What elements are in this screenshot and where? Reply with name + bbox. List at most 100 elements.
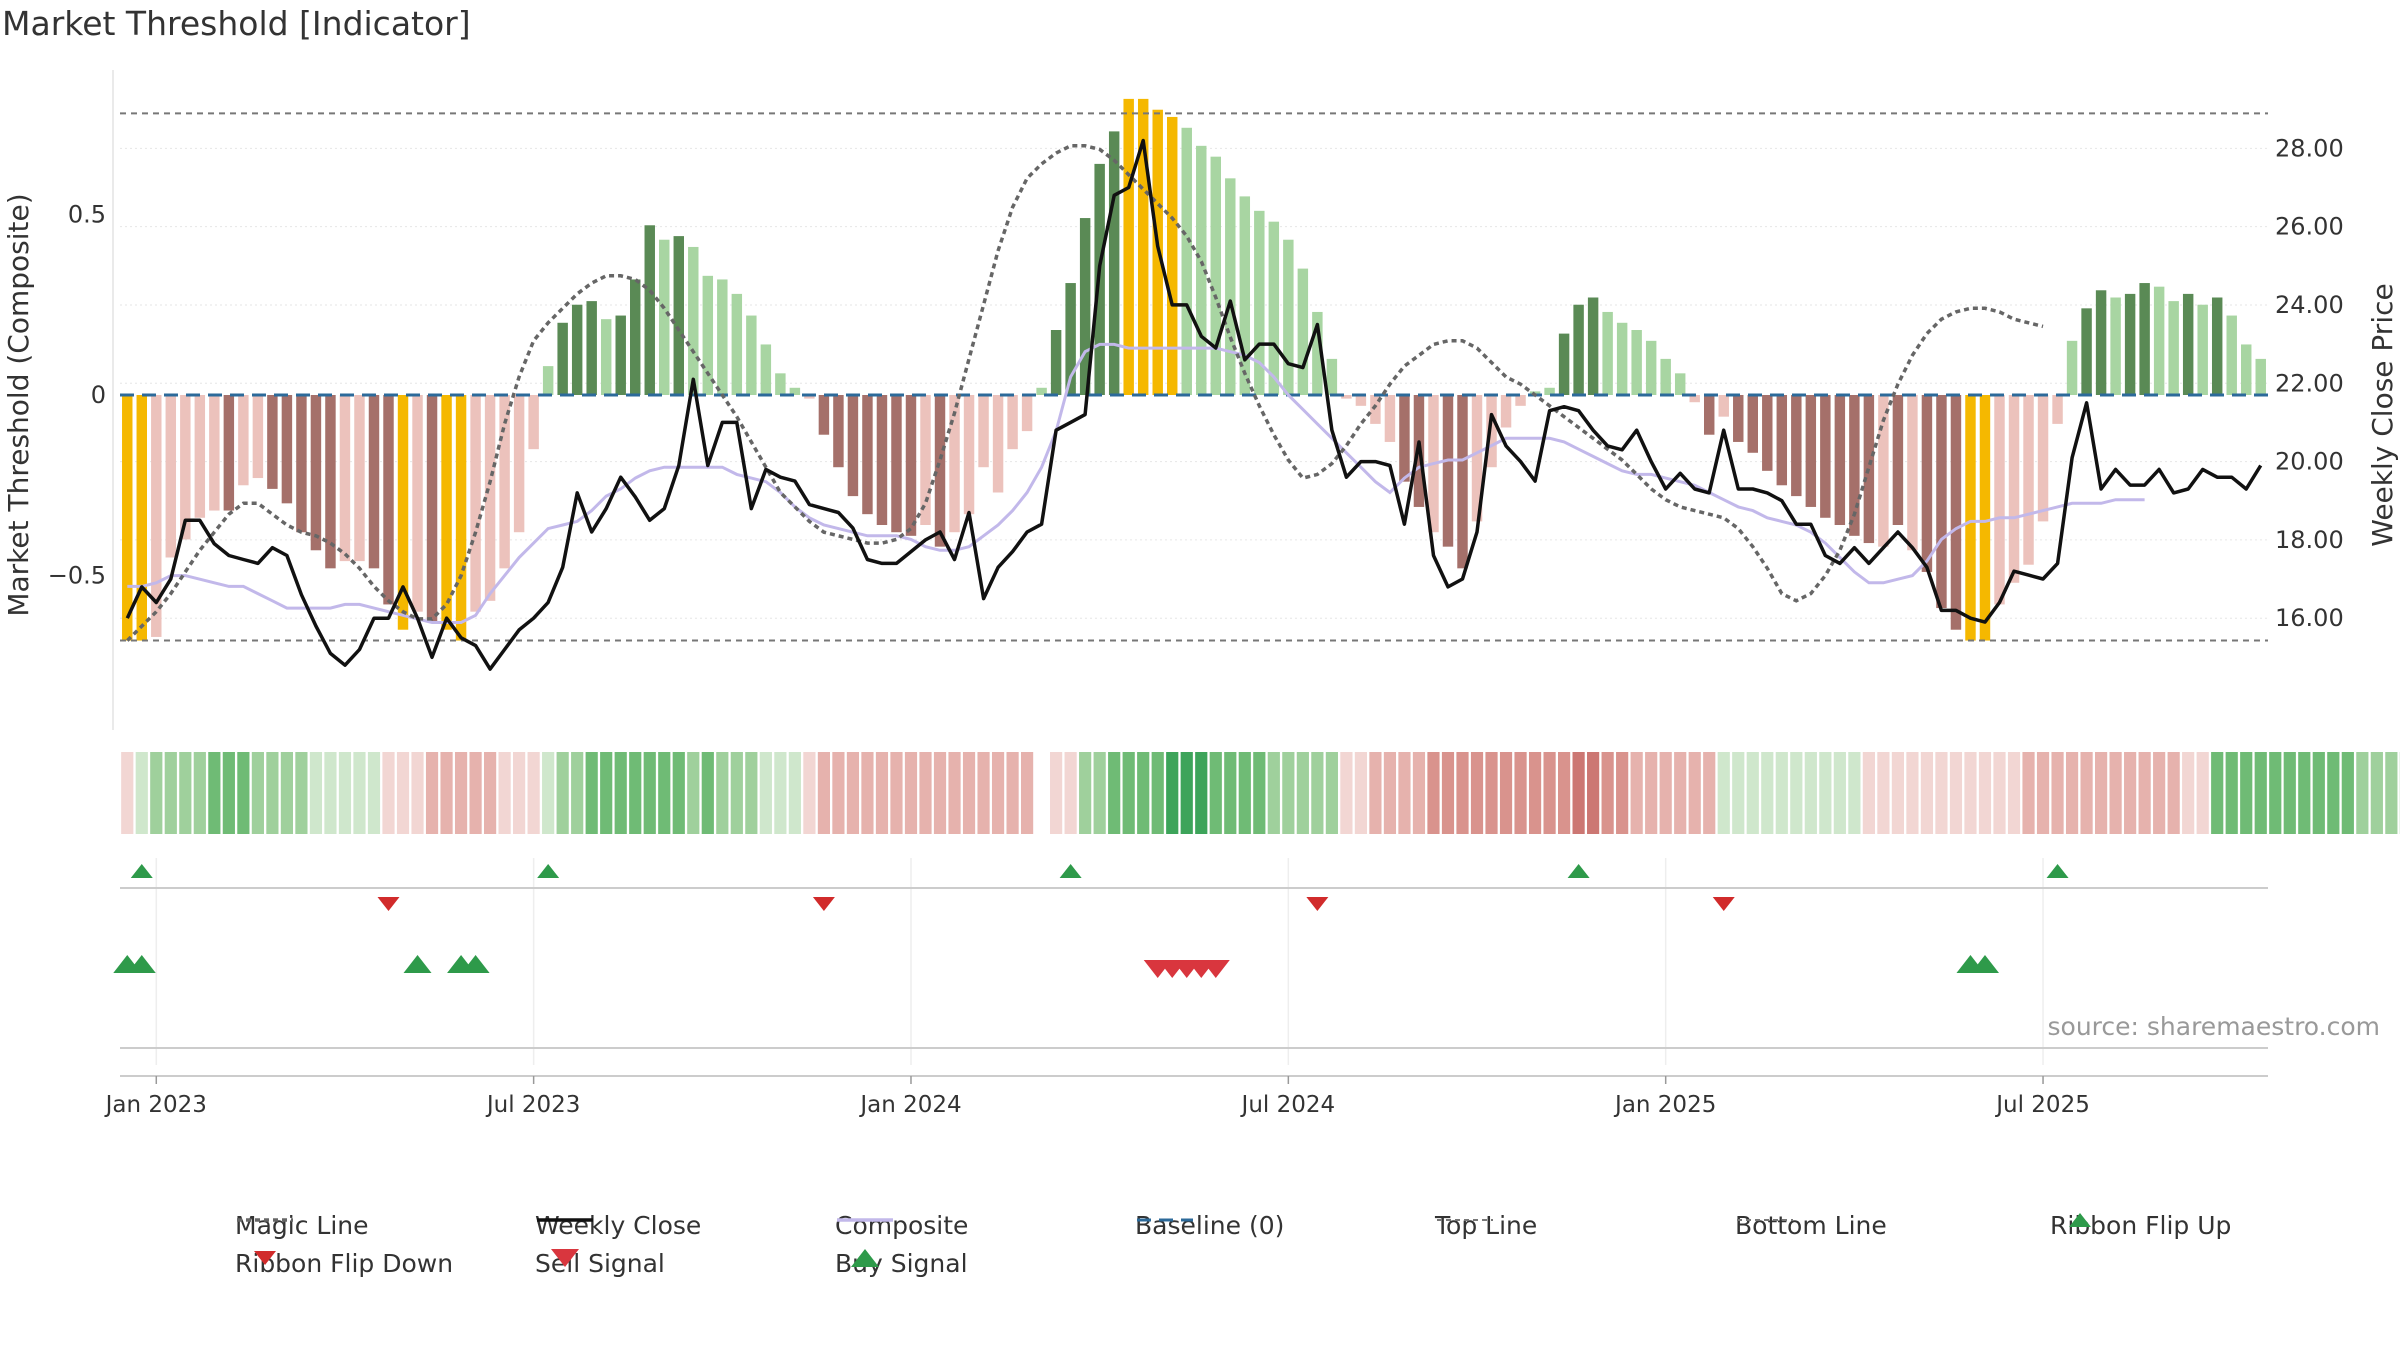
ribbon-cell — [2211, 752, 2224, 834]
ribbon-cell — [2225, 752, 2238, 834]
composite-bar — [1805, 395, 1817, 507]
ribbon-cell — [1543, 752, 1556, 834]
legend-item-buy-signal[interactable]: Buy Signal — [835, 1243, 968, 1283]
composite-bar — [1254, 210, 1265, 395]
ribbon-cell — [1833, 752, 1846, 834]
composite-bar — [2052, 395, 2063, 424]
legend-symbol — [1437, 1219, 1493, 1221]
composite-bar — [1950, 395, 1962, 630]
composite-bar — [528, 395, 539, 450]
ribbon-cell — [1398, 752, 1411, 834]
ribbon-cell — [1340, 752, 1353, 834]
composite-bar — [1050, 330, 1062, 395]
legend: Magic Line Weekly Close Composite Baseline … — [0, 1195, 2400, 1305]
ribbon-cell — [745, 752, 758, 834]
ribbon-flip-up-marker — [2046, 864, 2069, 878]
legend-symbol — [537, 1218, 593, 1222]
composite-bar — [804, 395, 815, 399]
legend-label: Composite — [835, 1210, 969, 1240]
legend-symbol — [1137, 1218, 1193, 1222]
ribbon-cell — [1935, 752, 1948, 834]
ribbon-cell — [962, 752, 976, 834]
ribbon-cell — [1209, 752, 1222, 834]
legend-item-baseline[interactable]: Baseline (0) — [1135, 1205, 1284, 1245]
ribbon-cell — [469, 752, 482, 834]
ribbon-cell — [1485, 752, 1498, 834]
ribbon-cell — [1296, 752, 1309, 834]
magic-line — [126, 144, 2044, 642]
composite-bar — [542, 366, 554, 395]
ribbon-cell — [2240, 752, 2253, 834]
ribbon-cell — [1441, 752, 1455, 834]
ribbon-cell — [338, 752, 352, 834]
composite-bar — [876, 395, 888, 525]
ribbon-cell — [2051, 752, 2064, 834]
y-tick-label: 0 — [91, 381, 106, 409]
ribbon-flip-up-marker — [130, 864, 153, 878]
x-tick-label: Jul 2024 — [1240, 1092, 1336, 1118]
composite-bar — [165, 395, 177, 558]
ribbon-cell — [2094, 752, 2108, 834]
ribbon-cell — [1688, 752, 1701, 834]
ribbon-cell — [1238, 752, 1251, 834]
buy-signal-marker — [1970, 955, 1999, 973]
composite-bar — [1660, 358, 1671, 395]
composite-bar — [1341, 395, 1352, 399]
ribbon-cell — [817, 752, 831, 834]
composite-bar — [905, 395, 917, 536]
legend-item-bottom-line[interactable]: Bottom Line — [1735, 1205, 1887, 1245]
weekly-close-line — [125, 138, 2263, 671]
composite-bar — [775, 373, 786, 395]
y2-axis-label: Weekly Close Price — [2366, 283, 2399, 546]
composite-bar — [513, 395, 525, 533]
legend-item-magic-line[interactable]: Magic Line — [235, 1205, 369, 1245]
ribbon-cell — [890, 752, 903, 834]
composite-bar — [1631, 330, 1642, 395]
ribbon-cell — [977, 752, 990, 834]
legend-item-ribbon-flip-down[interactable]: Ribbon Flip Down — [235, 1243, 453, 1283]
composite-bar — [920, 395, 931, 525]
ribbon-cell — [672, 752, 685, 834]
ribbon-flip-down-marker — [812, 897, 835, 911]
composite-bar — [2255, 358, 2266, 395]
legend-item-ribbon-flip-up[interactable]: Ribbon Flip Up — [2050, 1205, 2231, 1245]
legend-item-sell-signal[interactable]: Sell Signal — [535, 1243, 665, 1283]
composite-bar — [1196, 145, 1207, 395]
ribbon-cell — [832, 752, 845, 834]
composite-bar — [702, 275, 714, 395]
legend-symbol — [837, 1218, 893, 1222]
composite-bar — [992, 395, 1004, 493]
ribbon-cell — [222, 752, 235, 834]
legend-item-top-line[interactable]: Top Line — [1435, 1205, 1537, 1245]
composite-bar — [281, 395, 293, 504]
legend-item-weekly-close[interactable]: Weekly Close — [535, 1205, 701, 1245]
buy-signal-marker — [127, 955, 156, 973]
y2-tick-label: 16.00 — [2275, 604, 2344, 632]
composite-bar — [1733, 395, 1744, 442]
legend-item-composite[interactable]: Composite — [835, 1205, 968, 1245]
ribbon-cell — [2385, 752, 2398, 834]
composite-bar — [1791, 395, 1802, 497]
chart-canvas: 0.5 0 −0.5 28.00 26.00 24.00 22.00 20.00 18.00 16… — [2, 70, 2400, 1118]
composite-bar — [891, 395, 902, 533]
composite-bar — [1573, 304, 1584, 395]
composite-bar — [1907, 395, 1918, 551]
composite-bar — [1486, 395, 1497, 468]
composite-bar — [2081, 308, 2092, 395]
composite-bar — [499, 395, 510, 569]
ribbon-cell — [135, 752, 148, 834]
composite-bar — [397, 395, 409, 630]
composite-bar — [223, 395, 235, 511]
composite-bar — [1181, 127, 1192, 396]
ribbon-cell — [251, 752, 264, 834]
composite-bar — [339, 395, 351, 562]
ribbon-cell — [1020, 752, 1034, 834]
composite-bar — [1718, 395, 1729, 417]
composite-bar — [1297, 268, 1309, 395]
composite-bar — [1167, 116, 1178, 395]
composite-bar — [1021, 395, 1033, 432]
ribbon-cell — [1499, 752, 1513, 834]
ribbon-cell — [1659, 752, 1672, 834]
composite-bar — [1239, 196, 1251, 395]
composite-bar — [1384, 395, 1396, 442]
